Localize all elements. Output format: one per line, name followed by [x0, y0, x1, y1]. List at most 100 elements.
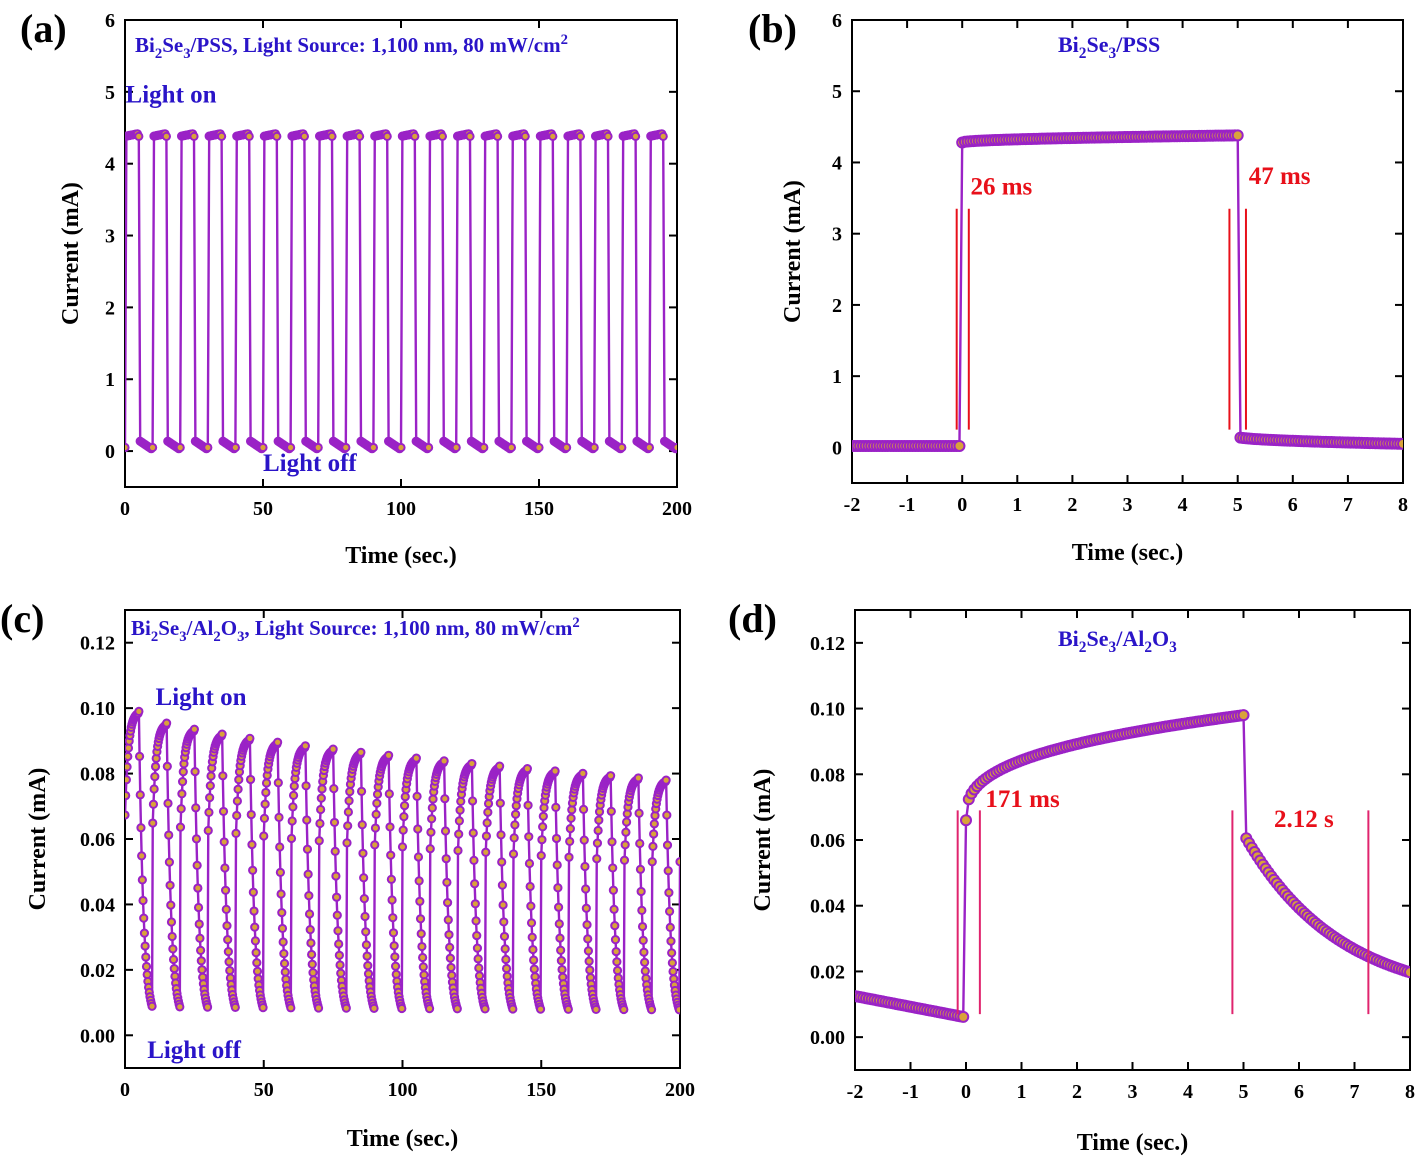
data-point — [427, 814, 437, 824]
data-point — [301, 781, 311, 791]
data-point — [471, 916, 481, 926]
x-tick-label: -2 — [844, 494, 861, 516]
data-point — [442, 897, 453, 908]
data-point — [302, 844, 313, 854]
data-point — [557, 964, 567, 975]
data-point — [261, 778, 272, 788]
data-point — [234, 775, 244, 785]
data-point — [1237, 709, 1250, 722]
data-point — [551, 833, 562, 844]
data-point — [125, 810, 130, 820]
data-point — [220, 885, 231, 895]
data-point — [166, 900, 176, 910]
data-point — [336, 968, 346, 978]
y-tick-label: 0.10 — [80, 698, 115, 720]
data-point — [520, 131, 530, 141]
data-point — [465, 131, 475, 141]
panel-c: (c) 0 50 100 150 200 0.00 0.02 0.04 0.06 0.08 0.10 0… — [0, 596, 695, 1152]
data-point — [342, 838, 352, 848]
data-point — [327, 131, 337, 141]
data-point — [232, 796, 242, 806]
data-point — [244, 131, 254, 141]
data-point — [640, 966, 650, 976]
data-point — [607, 837, 617, 847]
data-point — [440, 794, 450, 804]
x-tick-label: 6 — [1294, 1081, 1304, 1103]
data-point — [451, 442, 461, 453]
data-point — [276, 889, 286, 899]
data-point — [667, 958, 677, 968]
data-point — [637, 921, 648, 932]
data-point — [443, 915, 453, 925]
data-point — [357, 820, 367, 830]
data-point — [634, 808, 644, 818]
data-point — [196, 956, 206, 966]
data-point — [556, 956, 566, 966]
data-point — [360, 911, 370, 922]
data-point — [304, 891, 314, 901]
data-point — [472, 943, 483, 953]
panel-label: (b) — [748, 6, 797, 51]
data-point — [361, 927, 371, 937]
y-tick-label: 3 — [105, 226, 115, 248]
data-point — [356, 747, 366, 757]
data-point — [620, 840, 630, 850]
data-point — [581, 884, 591, 894]
data-point — [193, 883, 203, 893]
data-point — [524, 858, 535, 869]
data-point — [493, 131, 503, 141]
data-point — [135, 790, 145, 800]
data-point — [382, 131, 392, 141]
data-point — [384, 789, 394, 799]
data-point — [649, 819, 659, 829]
data-point — [217, 729, 227, 739]
data-point — [556, 945, 566, 955]
data-point — [168, 954, 179, 965]
data-point — [553, 902, 564, 912]
data-point — [467, 796, 478, 806]
data-point — [638, 935, 648, 945]
data-point — [162, 718, 172, 728]
data-point — [399, 801, 410, 811]
y-tick-label: 0.10 — [810, 699, 845, 721]
data-point — [166, 917, 177, 927]
y-tick-label: 0 — [105, 441, 115, 463]
data-point — [444, 930, 454, 940]
data-point — [606, 771, 616, 781]
data-point — [275, 867, 285, 877]
y-tick-label: 4 — [105, 154, 115, 176]
data-point — [396, 442, 406, 453]
data-point — [305, 925, 315, 935]
data-point — [334, 950, 344, 960]
data-point — [617, 442, 627, 453]
data-point — [648, 841, 658, 852]
x-tick-label: -2 — [847, 1081, 864, 1103]
data-point — [275, 842, 285, 852]
data-point — [662, 840, 673, 850]
data-point — [610, 921, 620, 931]
data-point — [371, 809, 381, 819]
panel-a: (a) 0 50 100 150 200 0 1 2 3 4 5 6 Time (sec.) Current… — [20, 6, 692, 569]
data-point — [566, 813, 576, 823]
data-point — [633, 773, 643, 783]
data-point — [454, 816, 464, 826]
y-tick-label: 0.02 — [810, 961, 845, 983]
data-point — [148, 799, 159, 809]
x-tick-label: 200 — [662, 498, 692, 520]
annotation: 47 ms — [1249, 163, 1311, 190]
data-point — [164, 830, 174, 840]
plot-title: Bi2Se3/Al2O3, Light Source: 1,100 nm, 80… — [131, 615, 580, 645]
data-point — [148, 442, 158, 453]
data-point — [553, 883, 563, 893]
data-point — [1397, 437, 1403, 450]
panel-label: (d) — [728, 596, 777, 641]
data-point — [220, 863, 230, 873]
annotation: 171 ms — [985, 786, 1060, 813]
annotation: Light on — [126, 82, 217, 109]
annotation: 2.12 s — [1274, 806, 1334, 833]
data-point — [510, 809, 521, 819]
data-point — [468, 828, 478, 838]
data-point — [637, 905, 647, 915]
data-point — [474, 963, 484, 973]
y-tick-label: 5 — [832, 81, 842, 103]
